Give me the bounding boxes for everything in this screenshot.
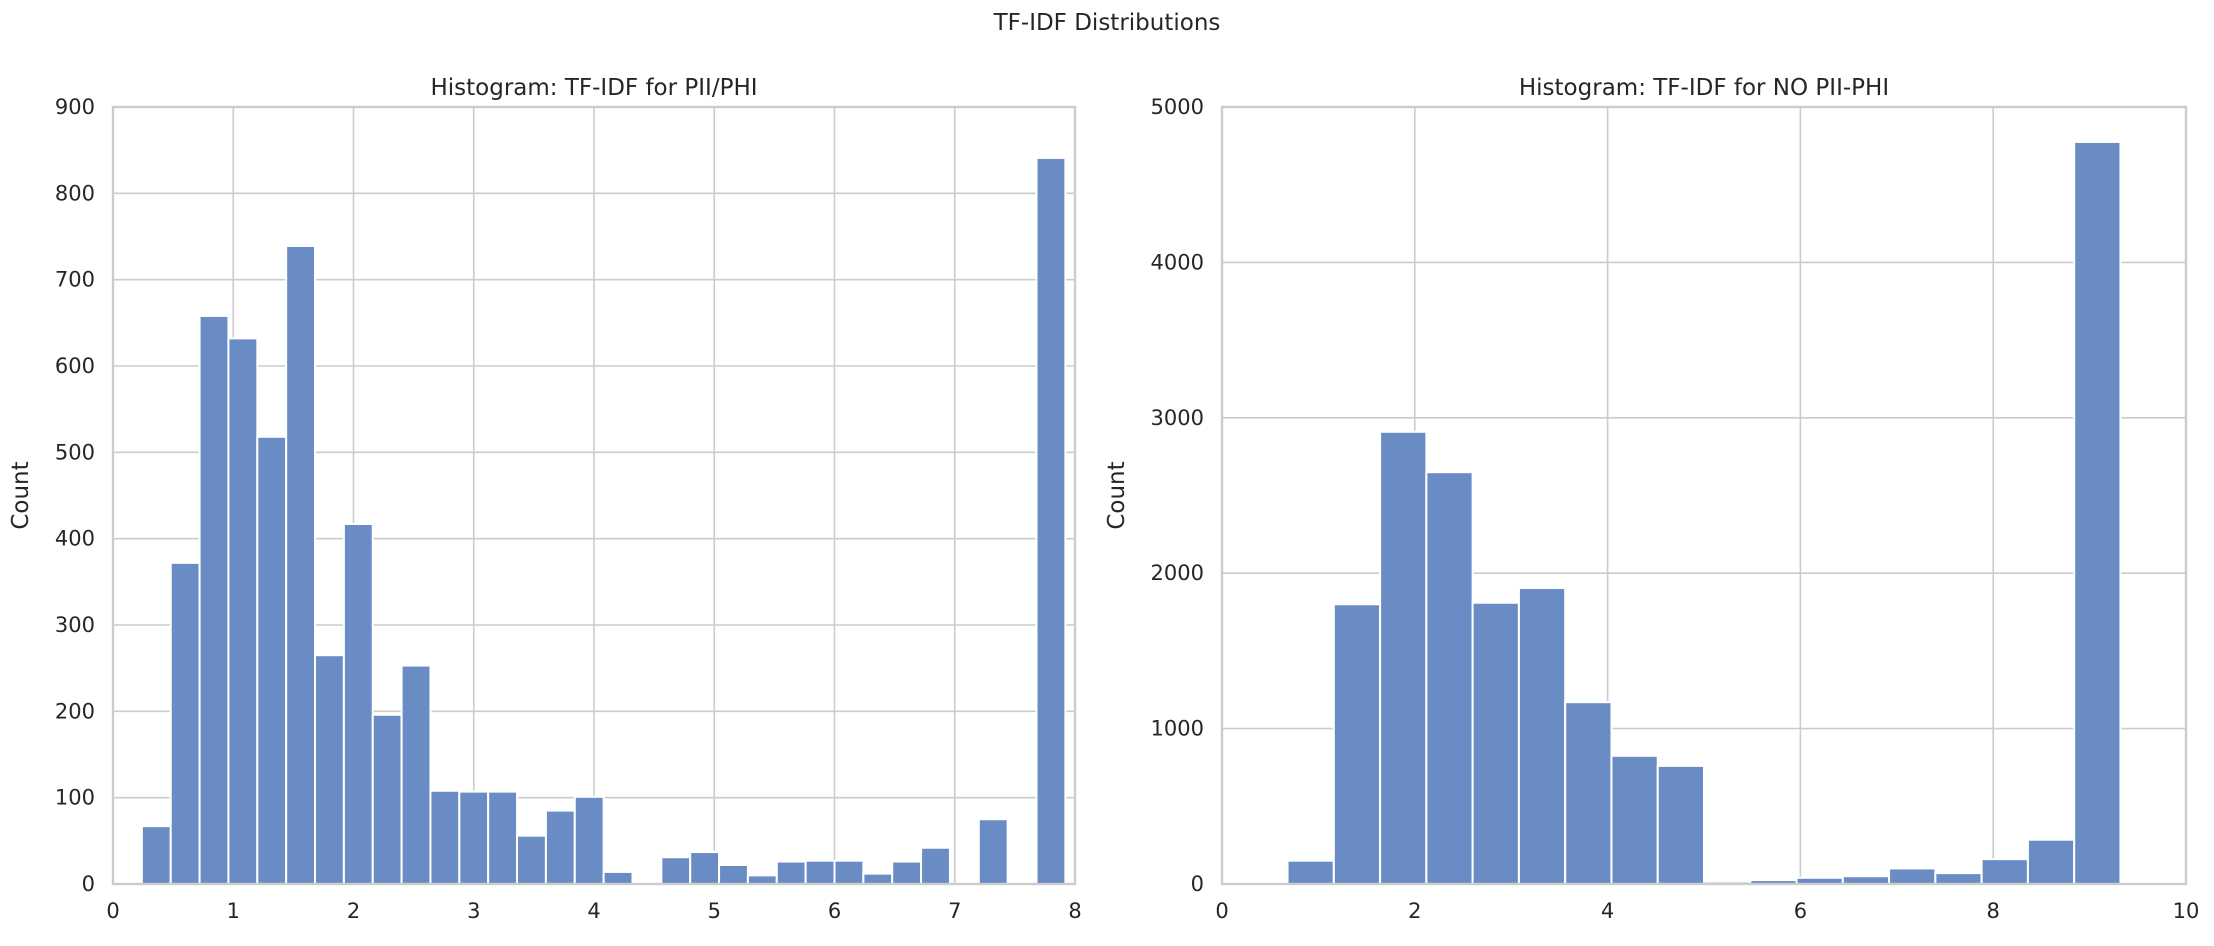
histogram-bar <box>487 790 519 886</box>
x-tick-label: 1 <box>227 899 240 923</box>
y-tick-label: 900 <box>55 95 95 119</box>
y-tick-label: 0 <box>82 872 95 896</box>
histogram-bar <box>256 435 288 885</box>
histogram-bar <box>227 337 259 885</box>
plot-frame <box>1220 105 2188 886</box>
histogram-bar <box>285 244 317 886</box>
x-tick-label: 3 <box>467 899 480 923</box>
histogram-bar <box>718 864 749 885</box>
x-tick-label: 4 <box>1601 899 1614 923</box>
histogram-bar <box>1471 601 1520 885</box>
x-tick-label: 10 <box>2173 899 2200 923</box>
histogram-bar <box>1517 586 1567 885</box>
histogram-bar <box>516 834 547 885</box>
histogram-bar <box>2026 838 2076 885</box>
histogram-bar <box>458 790 490 886</box>
x-tick-label: 0 <box>106 899 119 923</box>
y-tick-label: 5000 <box>1151 95 1204 119</box>
histogram-bar <box>1425 471 1474 885</box>
x-tick-label: 6 <box>828 899 841 923</box>
histogram-bar <box>920 846 951 885</box>
histogram-bar <box>169 561 201 886</box>
panel-title: Histogram: TF-IDF for NO PII-PHI <box>1519 75 1889 101</box>
x-tick-label: 5 <box>708 899 721 923</box>
histogram-bar <box>862 872 894 886</box>
y-tick-label: 600 <box>55 354 95 378</box>
x-tick-label: 2 <box>1408 899 1421 923</box>
y-axis-title: Count <box>1104 461 1130 529</box>
y-tick-label: 1000 <box>1151 717 1204 741</box>
y-tick-label: 0 <box>1191 872 1204 896</box>
histogram-bar <box>1656 764 1706 885</box>
y-tick-label: 4000 <box>1151 250 1204 274</box>
y-tick-label: 500 <box>55 440 95 464</box>
figure-title: TF-IDF Distributions <box>993 10 1221 36</box>
histogram-bar <box>342 522 374 885</box>
plot-frame <box>111 105 1077 886</box>
panel-title: Histogram: TF-IDF for PII/PHI <box>430 75 757 101</box>
y-tick-label: 700 <box>55 268 95 292</box>
histogram-bar <box>314 654 345 886</box>
histogram-bar <box>140 825 172 886</box>
histogram-bar <box>1934 872 1983 886</box>
histogram-bar <box>371 713 403 886</box>
histogram-bar <box>775 860 807 886</box>
x-tick-label: 6 <box>1794 899 1807 923</box>
y-tick-label: 200 <box>55 699 95 723</box>
histogram-bar <box>1610 754 1659 885</box>
histogram-bar <box>1286 859 1335 886</box>
histogram-bar <box>573 795 605 886</box>
x-tick-label: 0 <box>1215 899 1228 923</box>
y-tick-label: 100 <box>55 786 95 810</box>
histogram-bar <box>1332 603 1382 886</box>
histogram-bar <box>429 789 461 886</box>
y-tick-label: 2000 <box>1151 561 1204 585</box>
histogram-bar <box>660 856 692 886</box>
histogram-bar <box>1888 867 1937 886</box>
x-tick-label: 2 <box>347 899 360 923</box>
histogram-panel-no-pii-phi: 0 2 4 6 8 10 0 1000 2000 3000 4000 5000 Count Histogr… <box>1104 75 2199 923</box>
x-tick-label: 7 <box>948 899 961 923</box>
x-tick-label: 4 <box>587 899 600 923</box>
y-axis-title: Count <box>8 461 34 529</box>
histogram-bar <box>400 664 432 885</box>
histogram-bar <box>689 851 721 885</box>
y-tick-label: 300 <box>55 613 95 637</box>
histogram-bar <box>891 860 923 886</box>
histogram-panel-pii-phi: 0 1 2 3 4 5 6 7 8 0 100 200 300 400 500 600 700 800 900 Cou… <box>8 75 1082 923</box>
histogram-bar <box>544 809 576 885</box>
histogram-bar <box>977 818 1009 885</box>
histogram-bar <box>1379 430 1428 885</box>
histogram-bar <box>1035 156 1067 886</box>
histogram-bar <box>1980 858 2029 885</box>
histogram-bar <box>833 859 865 886</box>
histogram-bar <box>804 859 836 886</box>
histogram-bar <box>602 870 634 885</box>
histogram-bar <box>2073 140 2122 885</box>
histogram-bar <box>746 874 778 885</box>
histogram-bar <box>198 314 230 885</box>
histogram-bar <box>1564 701 1613 885</box>
x-tick-label: 8 <box>1068 899 1081 923</box>
y-tick-label: 400 <box>55 527 95 551</box>
y-tick-label: 800 <box>55 181 95 205</box>
x-tick-label: 8 <box>1987 899 2000 923</box>
y-tick-label: 3000 <box>1151 406 1204 430</box>
